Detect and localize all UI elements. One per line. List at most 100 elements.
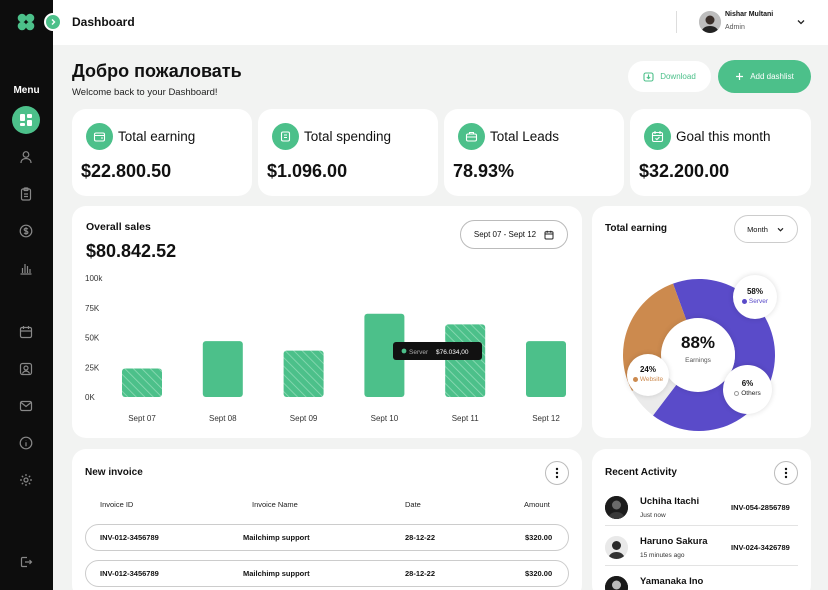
website-bubble: 24% Website (627, 354, 669, 396)
logo-icon (17, 13, 35, 31)
date-range-picker[interactable]: Sept 07 - Sept 12 (460, 220, 568, 249)
donut-center-label: Earnings (685, 357, 711, 364)
user-role: Admin (725, 24, 745, 31)
topbar: Dashboard Nishar Multani Admin (53, 0, 828, 45)
segment-label: Website (639, 376, 664, 383)
avatar (605, 536, 628, 559)
table-row[interactable]: INV-012-3456789 Mailchimp support 28-12-… (85, 560, 569, 587)
download-icon (643, 72, 654, 82)
stat-card-total-earning: Total earning $22.800.50 (72, 109, 252, 196)
others-bubble: 6% Others (723, 365, 772, 414)
avatar (605, 496, 628, 519)
chevron-down-icon[interactable] (795, 16, 807, 28)
invoice-more-button[interactable] (545, 461, 569, 485)
topbar-divider (676, 11, 677, 33)
welcome-subtitle: Welcome back to your Dashboard! (72, 87, 218, 98)
legend-dot (734, 391, 740, 396)
sidebar-toggle-button[interactable] (44, 13, 62, 31)
tooltip-value: $76.034,00 (436, 349, 469, 356)
nav-info[interactable] (12, 429, 40, 457)
y-tick-label: 25K (85, 363, 100, 372)
download-label: Download (660, 72, 696, 81)
nav-dashboard[interactable] (12, 106, 40, 134)
stat-label: Total Leads (490, 129, 560, 144)
nav-calendar[interactable] (12, 318, 40, 346)
menu-label: Menu (13, 85, 40, 96)
dashboard-icon (20, 114, 32, 126)
download-button[interactable]: Download (628, 61, 711, 92)
segment-label: Server (748, 298, 769, 305)
activity-code: INV-024-3426789 (731, 543, 790, 552)
nav-finance[interactable] (12, 217, 40, 245)
stat-label: Goal this month (676, 129, 771, 144)
donut-center: 88% Earnings (661, 318, 735, 392)
info-icon (19, 436, 33, 450)
sidebar: Menu (0, 0, 53, 590)
total-earning-title: Total earning (605, 223, 668, 234)
date-range-label: Sept 07 - Sept 12 (473, 230, 537, 239)
add-dashlist-button[interactable]: Add dashlist (718, 60, 811, 93)
activity-time: Just now (640, 512, 666, 519)
donut-center-percent: 88% (680, 333, 716, 352)
user-avatar[interactable] (699, 11, 721, 33)
calendar-icon (544, 230, 554, 239)
wallet-icon (86, 123, 113, 150)
table-row[interactable]: INV-012-3456789 Mailchimp support 28-12-… (85, 524, 569, 551)
invoice-amount: $320.00 (525, 569, 553, 578)
legend-dot (741, 299, 747, 304)
period-select[interactable]: Month (734, 215, 798, 243)
x-tick-label: Sept 11 (452, 414, 480, 423)
y-tick-label: 100k (85, 274, 103, 283)
activity-time: 15 minutes ago (640, 552, 685, 559)
stat-card-total-leads: Total Leads 78.93% (444, 109, 624, 196)
x-tick-label: Sept 12 (532, 414, 560, 423)
legend-dot (632, 377, 638, 382)
server-bubble: 58% Server (733, 275, 777, 319)
bar[interactable] (364, 313, 405, 397)
more-vertical-icon (555, 467, 559, 479)
stat-value: $22.800.50 (81, 161, 172, 181)
user-name: Nishar Multani (725, 11, 774, 18)
segment-label: Others (741, 390, 761, 397)
period-label: Month (747, 224, 768, 234)
nav-logout[interactable] (12, 548, 40, 576)
invoice-id: INV-012-3456789 (100, 569, 159, 578)
nav-users[interactable] (12, 143, 40, 171)
divider (605, 525, 798, 526)
invoice-date: 28-12-22 (405, 533, 436, 542)
stat-label: Total spending (304, 129, 392, 144)
bar[interactable] (122, 368, 162, 397)
x-tick-label: Sept 10 (371, 414, 399, 423)
y-tick-label: 50K (85, 334, 100, 343)
logout-icon (20, 556, 33, 568)
stat-value: 78.93% (453, 161, 515, 181)
bar[interactable] (526, 341, 566, 397)
clipboard-icon (20, 187, 32, 201)
y-tick-label: 75K (85, 304, 100, 313)
bar[interactable] (283, 350, 324, 397)
segment-percent: 58% (746, 287, 763, 296)
overall-sales-card: Overall sales $80.842.52 Sept 07 - Sept … (72, 206, 582, 438)
briefcase-icon (458, 123, 485, 150)
avatar (605, 576, 628, 590)
stat-card-goal-this-month: Goal this month $32.200.00 (630, 109, 811, 196)
activity-more-button[interactable] (774, 461, 798, 485)
stat-value: $32.200.00 (639, 161, 730, 181)
bar[interactable] (202, 341, 243, 397)
nav-reports[interactable] (12, 254, 40, 282)
x-tick-label: Sept 07 (128, 414, 156, 423)
page-title: Dashboard (72, 15, 135, 29)
invoice-id: INV-012-3456789 (100, 533, 159, 542)
activity-title: Recent Activity (605, 467, 677, 478)
nav-mail[interactable] (12, 392, 40, 420)
bar[interactable] (445, 324, 486, 397)
nav-contacts[interactable] (12, 355, 40, 383)
nav-settings[interactable] (12, 466, 40, 494)
sales-title: Overall sales (86, 221, 151, 233)
y-tick-label: 0K (85, 393, 95, 402)
activity-code: INV-054-2856789 (731, 503, 790, 512)
column-header: Date (405, 500, 421, 509)
invoice-amount: $320.00 (525, 533, 553, 542)
nav-tasks[interactable] (12, 180, 40, 208)
contacts-icon (19, 362, 33, 376)
